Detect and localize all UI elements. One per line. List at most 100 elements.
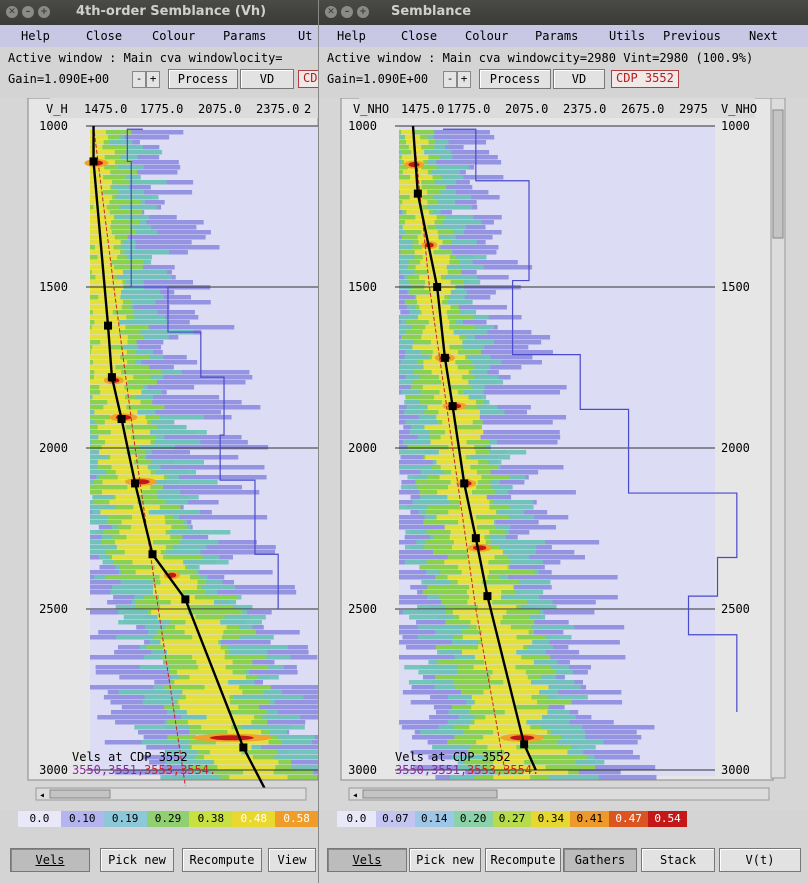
semblance-cell	[425, 280, 451, 285]
left-titlebar[interactable]: ✕ – + 4th-order Semblance (Vh)	[0, 0, 318, 25]
gain-increase-button[interactable]: +	[146, 71, 160, 88]
semblance-cell	[90, 145, 128, 150]
velocity-pick-marker[interactable]	[448, 402, 457, 411]
velocity-pick-marker[interactable]	[440, 353, 449, 362]
velocity-pick-marker[interactable]	[239, 743, 248, 752]
right-titlebar[interactable]: ✕ – + Semblance	[319, 0, 808, 25]
velocity-pick-line	[92, 126, 270, 797]
vertical-scrollbar[interactable]	[770, 98, 786, 779]
semblance-cell	[90, 155, 121, 160]
semblance-cell	[152, 590, 183, 595]
semblance-cell	[90, 210, 110, 215]
vd-button[interactable]: VD	[240, 69, 294, 89]
semblance-cell	[175, 625, 227, 630]
menu-close[interactable]: Close	[86, 29, 123, 43]
velocity-pick-marker[interactable]	[117, 415, 126, 424]
semblance-cell	[97, 255, 118, 260]
left-colorbar: 0.0 0.10 0.19 0.29 0.38 0.48 0.58	[18, 811, 318, 827]
pick-new-button[interactable]: Pick new	[409, 848, 481, 872]
close-window-icon[interactable]: ✕	[325, 6, 337, 18]
close-window-icon[interactable]: ✕	[6, 6, 18, 18]
vertical-scrollbar-thumb[interactable]	[772, 109, 784, 239]
velocity-pick-marker[interactable]	[483, 592, 492, 601]
semblance-cell	[442, 420, 473, 425]
scroll-left-icon[interactable]: ◂	[39, 790, 45, 801]
semblance-cell	[399, 190, 428, 195]
semblance-cell	[490, 685, 549, 690]
menu-next[interactable]: Next	[749, 29, 778, 43]
gain-decrease-button[interactable]: -	[132, 71, 146, 88]
semblance-cell	[474, 655, 522, 660]
y-tick-label: 2000	[348, 441, 377, 455]
minimize-window-icon[interactable]: –	[22, 6, 34, 18]
semblance-cell	[111, 465, 148, 470]
velocity-pick-marker[interactable]	[104, 321, 113, 330]
colorbar-value: 0.34	[531, 811, 571, 827]
menu-colour[interactable]: Colour	[152, 29, 196, 43]
velocity-pick-marker[interactable]	[181, 595, 190, 604]
semblance-cell	[399, 135, 495, 140]
recompute-button[interactable]: Recompute	[182, 848, 262, 872]
semblance-cell	[90, 225, 132, 230]
scrollbar-thumb[interactable]	[49, 789, 111, 799]
semblance-cell	[209, 750, 242, 755]
semblance-cell	[415, 265, 447, 270]
view-button[interactable]: View	[268, 848, 316, 872]
semblance-cell	[90, 135, 108, 140]
velocity-pick-marker[interactable]	[148, 550, 157, 559]
maximize-window-icon[interactable]: +	[357, 6, 369, 18]
semblance-cell	[176, 670, 233, 675]
gathers-button[interactable]: Gathers	[563, 848, 637, 872]
menu-utils[interactable]: Utils	[609, 29, 646, 43]
menu-colour[interactable]: Colour	[465, 29, 509, 43]
pick-new-button[interactable]: Pick new	[100, 848, 174, 872]
menu-params[interactable]: Params	[223, 29, 267, 43]
semblance-cell	[427, 270, 448, 275]
menu-previous[interactable]: Previous	[663, 29, 721, 43]
process-button[interactable]: Process	[479, 69, 551, 89]
gain-increase-button[interactable]: +	[457, 71, 471, 88]
process-button[interactable]: Process	[168, 69, 238, 89]
semblance-cell	[90, 240, 192, 245]
vd-button[interactable]: VD	[553, 69, 605, 89]
maximize-window-icon[interactable]: +	[38, 6, 50, 18]
semblance-cell	[401, 130, 413, 135]
semblance-cell	[90, 185, 111, 190]
left-semblance-plot[interactable]: 1000 1500 2000 2500 3000 V_H 1475.0 1775.0 2075.…	[0, 98, 318, 810]
gain-value: Gain=1.090E+00	[8, 72, 110, 86]
vels-button[interactable]: Vels	[327, 848, 407, 872]
cdp-list-next: 3553,3554.	[467, 763, 539, 777]
colorbar-value: 0.07	[375, 811, 415, 827]
menu-help[interactable]: Help	[21, 29, 50, 43]
semblance-cell	[90, 355, 121, 360]
velocity-pick-marker[interactable]	[89, 157, 98, 166]
recompute-button[interactable]: Recompute	[485, 848, 561, 872]
velocity-pick-marker[interactable]	[131, 479, 140, 488]
semblance-cell	[90, 295, 165, 300]
menu-params[interactable]: Params	[535, 29, 579, 43]
menu-help[interactable]: Help	[337, 29, 366, 43]
right-semblance-plot[interactable]: 1000 1000 1500 1500 2000 2000 2500 2500 3000 3000…	[319, 98, 808, 810]
velocity-pick-marker[interactable]	[520, 740, 529, 749]
menu-utils[interactable]: Ut	[298, 29, 313, 43]
semblance-cell	[430, 440, 467, 445]
velocity-pick-marker[interactable]	[413, 189, 422, 198]
semblance-cell	[438, 375, 463, 380]
semblance-cell	[90, 220, 140, 225]
semblance-cell	[103, 405, 127, 410]
gain-decrease-button[interactable]: -	[443, 71, 457, 88]
semblance-cell	[471, 695, 532, 700]
velocity-pick-marker[interactable]	[107, 373, 116, 382]
stack-button[interactable]: Stack	[641, 848, 715, 872]
scroll-left-icon[interactable]: ◂	[352, 790, 358, 801]
velocity-pick-marker[interactable]	[460, 479, 469, 488]
vels-button[interactable]: Vels	[10, 848, 90, 872]
velocity-pick-marker[interactable]	[471, 534, 480, 543]
menu-close[interactable]: Close	[401, 29, 438, 43]
scrollbar-thumb[interactable]	[362, 789, 498, 799]
vt-button[interactable]: V(t)	[719, 848, 801, 872]
velocity-pick-marker[interactable]	[433, 283, 442, 291]
semblance-cell	[448, 445, 475, 450]
semblance-cell	[135, 570, 165, 575]
minimize-window-icon[interactable]: –	[341, 6, 353, 18]
